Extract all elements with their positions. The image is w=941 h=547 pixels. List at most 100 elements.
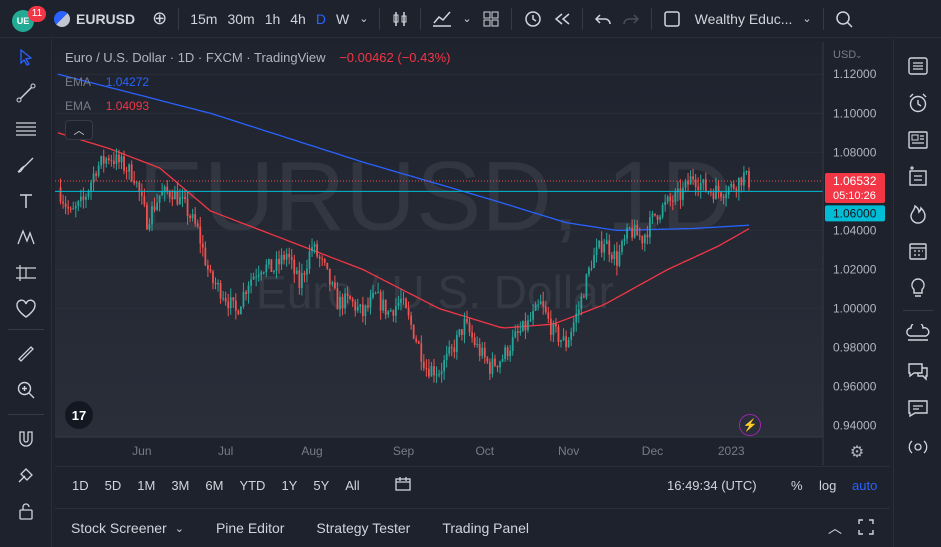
- tab-trading-panel[interactable]: Trading Panel: [442, 520, 529, 536]
- candle-body: [547, 312, 550, 319]
- tradingview-logo-icon[interactable]: 17: [64, 400, 94, 430]
- range-3m[interactable]: 3M: [171, 478, 190, 493]
- lock-drawings-icon[interactable]: [0, 457, 52, 493]
- candles-icon[interactable]: [386, 4, 414, 34]
- range-6m[interactable]: 6M: [205, 478, 224, 493]
- magnet-icon[interactable]: [0, 421, 52, 457]
- prediction-tool-icon[interactable]: [0, 255, 52, 291]
- trend-line-icon[interactable]: [0, 75, 52, 111]
- candle-body: [181, 197, 184, 199]
- axis-currency[interactable]: USD: [833, 49, 856, 61]
- layout-square-icon[interactable]: [658, 4, 686, 34]
- alert-clock-icon[interactable]: [518, 4, 548, 34]
- ema-1-legend[interactable]: EMA 1.04272: [65, 75, 151, 89]
- candle: [356, 298, 359, 313]
- interval-w[interactable]: W: [335, 10, 350, 27]
- date-range-bar: 1D 5D 1M 3M 6M YTD 1Y 5Y All 16:49:34 (U…: [55, 466, 890, 504]
- brush-icon[interactable]: [0, 147, 52, 183]
- chevron-down-icon[interactable]: ⌄: [462, 13, 472, 25]
- chevron-down-icon[interactable]: ⌄: [855, 50, 863, 60]
- chart-pane[interactable]: EURUSD, 1D Euro / U.S. Dollar USD ⌄ 1.12…: [55, 42, 890, 465]
- candle: [725, 185, 728, 207]
- chevron-down-icon[interactable]: ⌄: [174, 522, 184, 535]
- candle-body: [107, 158, 110, 161]
- range-1m[interactable]: 1M: [137, 478, 156, 493]
- candle-body: [539, 301, 542, 305]
- log-scale-toggle[interactable]: log: [819, 478, 837, 493]
- calendar-icon[interactable]: [894, 232, 941, 269]
- candle: [547, 306, 550, 324]
- watchlist-icon[interactable]: [894, 47, 941, 84]
- chevron-down-icon[interactable]: ⌄: [802, 13, 812, 25]
- help-signal-icon[interactable]: [894, 426, 941, 463]
- add-list-icon[interactable]: [894, 158, 941, 195]
- candle-body: [67, 206, 70, 209]
- ideas-lightbulb-icon[interactable]: [894, 269, 941, 306]
- messages-icon[interactable]: [894, 389, 941, 426]
- tab-strategy-tester[interactable]: Strategy Tester: [316, 520, 411, 536]
- price-axis[interactable]: 1.12000 1.10000 1.08000 1.06000 1.04000 1.020…: [825, 67, 885, 433]
- percent-scale-toggle[interactable]: %: [791, 478, 803, 493]
- tab-stock-screener[interactable]: Stock Screener: [71, 520, 167, 536]
- interval-1h[interactable]: 1h: [264, 10, 281, 27]
- compare-symbol-plus-icon[interactable]: ⊕: [152, 8, 168, 28]
- candle: [455, 330, 458, 360]
- candle-body: [367, 305, 369, 308]
- symbol-search[interactable]: EURUSD: [54, 10, 135, 27]
- lock-icon[interactable]: [0, 493, 52, 529]
- collapse-legend-button[interactable]: ︿: [65, 120, 93, 140]
- chats-icon[interactable]: [894, 352, 941, 389]
- hotlist-flame-icon[interactable]: [894, 195, 941, 232]
- candle-body: [234, 300, 237, 311]
- range-all[interactable]: All: [345, 478, 360, 493]
- cursor-arrow-icon[interactable]: [0, 39, 52, 75]
- utc-clock[interactable]: 16:49:34 (UTC): [667, 478, 757, 493]
- divider: [581, 7, 583, 30]
- range-1d[interactable]: 1D: [72, 478, 89, 493]
- zoom-icon[interactable]: [0, 372, 52, 408]
- interval-15m[interactable]: 15m: [190, 10, 218, 27]
- range-5d[interactable]: 5D: [104, 478, 122, 493]
- candle-body: [392, 310, 395, 316]
- chevron-up-icon[interactable]: ︿: [828, 520, 842, 536]
- price-chart[interactable]: EURUSD, 1D Euro / U.S. Dollar USD ⌄ 1.12…: [55, 42, 890, 465]
- fib-lines-icon[interactable]: [0, 111, 52, 147]
- undo-icon[interactable]: [589, 4, 617, 34]
- candle-body: [722, 196, 725, 198]
- indicators-icon[interactable]: [427, 4, 457, 34]
- interval-4h[interactable]: 4h: [290, 10, 306, 27]
- go-to-date-icon[interactable]: [386, 476, 420, 495]
- maximize-icon[interactable]: [852, 518, 890, 538]
- range-ytd[interactable]: YTD: [239, 478, 266, 493]
- news-icon[interactable]: [894, 121, 941, 158]
- candle: [173, 185, 176, 200]
- pattern-tool-icon[interactable]: [0, 219, 52, 255]
- auto-scale-toggle[interactable]: auto: [852, 478, 878, 493]
- candle-body: [283, 254, 285, 260]
- interval-d[interactable]: D: [315, 10, 326, 27]
- tab-pine-editor[interactable]: Pine Editor: [215, 520, 285, 536]
- range-1y[interactable]: 1Y: [281, 478, 298, 493]
- text-tool-icon[interactable]: [0, 183, 52, 219]
- candle-body: [341, 296, 344, 309]
- time-axis[interactable]: Jun Jul Aug Sep Oct Nov Dec 2023: [132, 444, 745, 458]
- interval-30m[interactable]: 30m: [227, 10, 255, 27]
- candle-body: [417, 341, 420, 344]
- layouts-grid-icon[interactable]: [477, 4, 505, 34]
- alarm-clock-icon[interactable]: [894, 84, 941, 121]
- replay-icon[interactable]: [548, 4, 576, 34]
- candle: [448, 340, 451, 357]
- range-5y[interactable]: 5Y: [313, 478, 330, 493]
- gear-icon[interactable]: ⚙: [849, 444, 865, 461]
- streams-icon[interactable]: [894, 315, 941, 352]
- ema-2-legend[interactable]: EMA 1.04093: [65, 99, 151, 113]
- chevron-down-icon[interactable]: ⌄: [359, 13, 369, 25]
- user-avatar[interactable]: UE 11: [10, 5, 46, 32]
- heart-icon[interactable]: [0, 291, 52, 327]
- lightning-icon[interactable]: ⚡: [739, 414, 761, 436]
- candle-body: [435, 374, 438, 376]
- search-icon[interactable]: [830, 4, 858, 34]
- redo-icon[interactable]: [617, 4, 645, 34]
- ruler-icon[interactable]: [0, 336, 52, 372]
- layout-name[interactable]: Wealthy Educ...: [694, 10, 793, 27]
